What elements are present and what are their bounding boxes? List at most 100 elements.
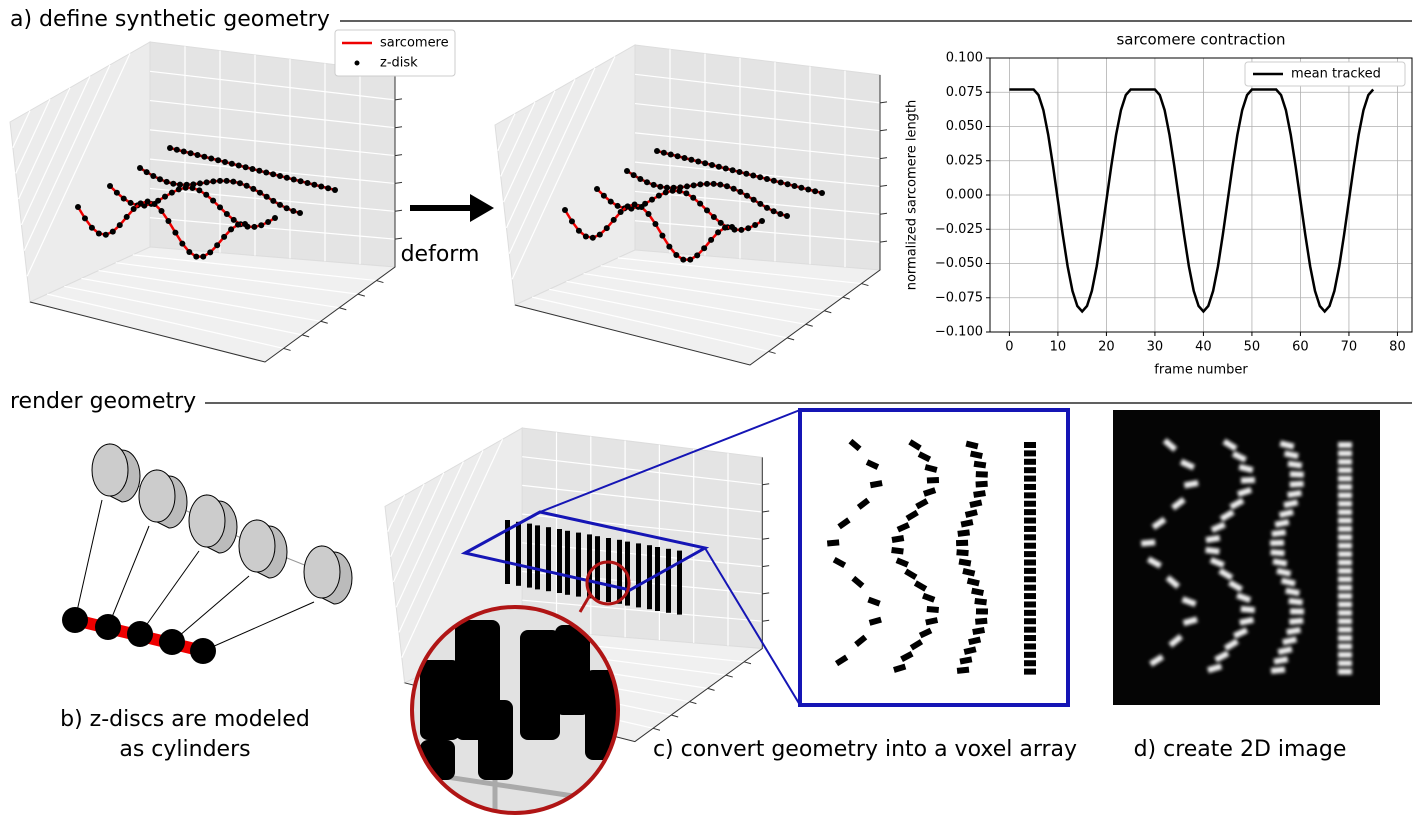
z-disk	[214, 242, 220, 248]
image-spot	[1270, 549, 1284, 556]
voxel-slice	[927, 606, 939, 613]
image-spot	[1338, 526, 1352, 532]
arrow	[203, 602, 314, 651]
z-disk	[181, 149, 187, 155]
z-disk	[164, 179, 170, 185]
axis-tick	[358, 294, 365, 296]
x-tick-label: 0	[1005, 340, 1013, 355]
axes-3d	[10, 42, 402, 362]
y-tick-label: 0.050	[946, 119, 983, 134]
legend-label: sarcomere	[380, 36, 449, 51]
z-disk	[203, 192, 209, 198]
voxel	[535, 573, 540, 589]
voxel	[557, 577, 562, 593]
z-disk	[62, 607, 88, 633]
voxel-slice	[827, 539, 840, 546]
axis-tick	[690, 702, 697, 704]
z-disk	[682, 155, 688, 161]
y-tick-label: −0.050	[935, 256, 983, 271]
z-disk	[615, 203, 621, 209]
z-disk	[204, 179, 210, 185]
z-disk	[771, 208, 777, 214]
voxel-slice	[1024, 526, 1036, 532]
z-disk	[277, 173, 283, 179]
image-spot	[1338, 585, 1352, 591]
z-disk	[691, 182, 697, 188]
z-disk	[250, 166, 256, 172]
z-disk	[137, 165, 143, 171]
arrow-head	[470, 194, 494, 222]
z-disk	[207, 249, 213, 255]
axis-tick	[880, 130, 887, 131]
z-disk	[702, 160, 708, 166]
z-disk	[752, 222, 758, 228]
z-disk	[224, 178, 230, 184]
z-disk	[649, 197, 655, 203]
image-spot	[1338, 610, 1352, 616]
z-disk	[170, 181, 176, 187]
z-disk	[258, 222, 264, 228]
voxel-slice	[1024, 551, 1036, 557]
z-disk	[562, 207, 568, 213]
z-disk	[798, 185, 804, 191]
z-disk	[819, 190, 825, 196]
cylinder-face	[139, 470, 175, 522]
z-disk	[778, 180, 784, 186]
image-spot	[1338, 576, 1352, 582]
image-spot	[1290, 471, 1304, 478]
voxel-slice	[1024, 518, 1036, 524]
axis-tick	[653, 728, 660, 730]
z-disk	[738, 227, 744, 233]
z-disk	[751, 197, 757, 203]
z-disk	[291, 177, 297, 183]
axis-tick	[395, 127, 402, 128]
z-disk	[183, 185, 189, 191]
z-disk	[121, 196, 127, 202]
z-disk	[611, 217, 617, 223]
voxel	[527, 572, 532, 588]
z-disk	[186, 249, 192, 255]
y-tick-label: 0.100	[946, 51, 983, 66]
z-disk	[196, 187, 202, 193]
z-disk	[715, 229, 721, 235]
axis-tick	[762, 511, 769, 512]
cylinder-face	[304, 546, 340, 598]
axis-tick	[824, 311, 831, 313]
axis-tick	[762, 620, 769, 621]
z-disk	[785, 181, 791, 187]
arrow	[108, 526, 149, 627]
axis-tick	[769, 351, 776, 353]
voxel-slice	[1024, 459, 1036, 465]
y-tick-label: 0.075	[946, 85, 983, 100]
z-disk	[224, 211, 230, 217]
z-disk	[201, 154, 207, 160]
voxel-slice	[1024, 660, 1036, 666]
z-disk	[75, 204, 81, 210]
y-tick-label: 0.025	[946, 153, 983, 168]
voxel-slice	[1024, 627, 1036, 633]
z-disk	[697, 201, 703, 207]
axis-tick	[395, 182, 402, 183]
axis-tick	[284, 348, 291, 350]
z-disk	[625, 203, 631, 209]
image-spot	[1141, 539, 1155, 546]
voxel-slice	[1024, 669, 1036, 675]
voxel	[606, 586, 611, 602]
z-disk	[569, 218, 575, 224]
image-spot	[1338, 601, 1352, 607]
z-disk	[144, 169, 150, 175]
z-disk	[717, 182, 723, 188]
x-tick-label: 20	[1098, 340, 1115, 355]
z-disk	[231, 217, 237, 223]
z-disk	[656, 193, 662, 199]
voxel-slice	[1024, 476, 1036, 482]
x-tick-label: 40	[1195, 340, 1212, 355]
voxel-slice	[1024, 576, 1036, 582]
image-spot	[1338, 618, 1352, 624]
z-disk	[730, 167, 736, 173]
z-disk	[228, 226, 234, 232]
z-disk	[270, 171, 276, 177]
z-disk	[631, 172, 637, 178]
z-disk	[150, 173, 156, 179]
legend-swatch	[355, 61, 360, 66]
